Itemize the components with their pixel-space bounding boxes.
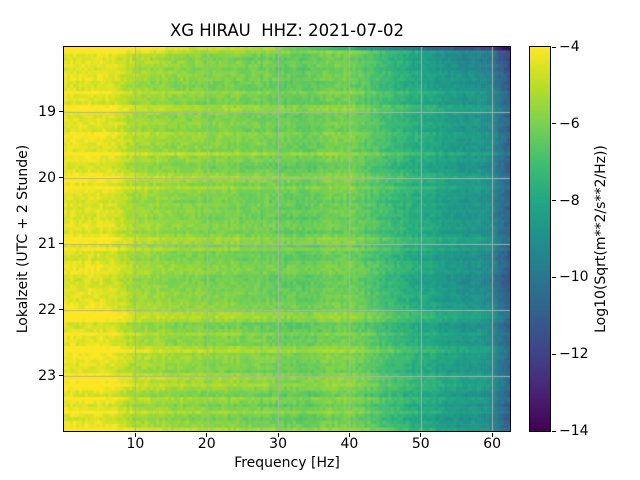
y-tick-mark [58, 309, 63, 311]
x-tick-label: 10 [126, 436, 145, 452]
x-tick-label: 20 [197, 436, 216, 452]
y-tick-mark [58, 177, 63, 179]
colorbar-tick-label: −6 [559, 115, 580, 132]
y-tick-label: 22 [38, 301, 56, 318]
colorbar-tick-label: −4 [559, 39, 580, 55]
x-tick-mark [277, 432, 279, 437]
y-tick-mark [58, 243, 63, 245]
colorbar-tick-mark [551, 46, 556, 48]
y-axis-label: Lokalzeit (UTC + 2 Stunde) [15, 144, 31, 334]
x-tick-label: 50 [411, 436, 430, 452]
x-tick-mark [134, 432, 136, 437]
x-axis-label: Frequency [Hz] [234, 455, 340, 471]
colorbar-tick-mark [551, 200, 556, 202]
spectrogram-heatmap [64, 47, 510, 431]
x-tick-mark [491, 432, 493, 437]
colorbar-label: Log10(Sqrt(m**2/s**2/Hz)) [593, 145, 609, 333]
colorbar-tick-label: −14 [559, 423, 589, 439]
x-tick-label: 60 [483, 436, 502, 452]
colorbar-tick-label: −12 [559, 346, 589, 363]
x-tick-mark [348, 432, 350, 437]
x-tick-mark [206, 432, 208, 437]
colorbar [530, 47, 550, 431]
x-tick-label: 30 [269, 436, 287, 452]
colorbar-tick-label: −10 [559, 269, 589, 286]
colorbar-tick-mark [551, 430, 556, 432]
colorbar-tick-mark [551, 123, 556, 125]
x-tick-mark [420, 432, 422, 437]
y-tick-label: 20 [38, 169, 56, 186]
colorbar-tick-mark [551, 276, 556, 278]
colorbar-tick-label: −8 [559, 192, 580, 209]
y-tick-label: 19 [38, 103, 56, 120]
y-tick-mark [58, 375, 63, 377]
y-tick-mark [58, 111, 63, 113]
colorbar-tick-mark [551, 353, 556, 355]
y-tick-label: 23 [38, 367, 56, 384]
chart-title: XG HIRAU HHZ: 2021-07-02 [169, 21, 405, 40]
x-tick-label: 40 [340, 436, 359, 452]
y-tick-label: 21 [38, 235, 56, 252]
